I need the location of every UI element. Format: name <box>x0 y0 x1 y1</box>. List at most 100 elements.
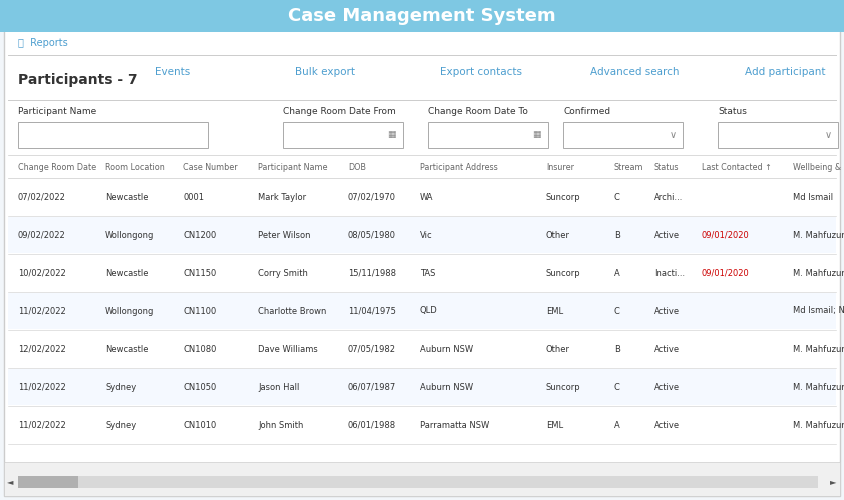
Text: Insurer: Insurer <box>546 162 574 172</box>
FancyBboxPatch shape <box>4 4 840 496</box>
Text: Corry Smith: Corry Smith <box>258 268 308 278</box>
Text: CN1010: CN1010 <box>183 420 216 430</box>
Text: A: A <box>614 268 619 278</box>
Text: CN1100: CN1100 <box>183 306 216 316</box>
Text: Advanced search: Advanced search <box>590 67 679 77</box>
Text: 09/02/2022: 09/02/2022 <box>18 230 66 239</box>
Text: Last Contacted ↑: Last Contacted ↑ <box>702 162 772 172</box>
Text: Inacti...: Inacti... <box>654 268 685 278</box>
FancyBboxPatch shape <box>8 369 836 405</box>
Text: Auburn NSW: Auburn NSW <box>420 382 473 392</box>
Text: ∨: ∨ <box>825 130 831 140</box>
Text: Suncorp: Suncorp <box>546 268 581 278</box>
Text: ►: ► <box>830 478 836 486</box>
FancyBboxPatch shape <box>8 217 836 253</box>
Text: Newcastle: Newcastle <box>105 192 149 202</box>
Text: 10/02/2022: 10/02/2022 <box>18 268 66 278</box>
FancyBboxPatch shape <box>428 122 548 148</box>
Text: C: C <box>614 306 619 316</box>
Text: Active: Active <box>654 306 680 316</box>
Text: CN1150: CN1150 <box>183 268 216 278</box>
FancyBboxPatch shape <box>8 407 836 443</box>
Text: Case Number: Case Number <box>183 162 238 172</box>
Text: M. Mahfuzur R: M. Mahfuzur R <box>793 420 844 430</box>
Text: 11/04/1975: 11/04/1975 <box>348 306 396 316</box>
Text: Mark Taylor: Mark Taylor <box>258 192 306 202</box>
Text: Participant Name: Participant Name <box>18 108 96 116</box>
Text: Export contacts: Export contacts <box>440 67 522 77</box>
Text: Add participant: Add participant <box>745 67 825 77</box>
Text: Change Room Date From: Change Room Date From <box>283 108 396 116</box>
Text: Suncorp: Suncorp <box>546 382 581 392</box>
Text: B: B <box>614 230 619 239</box>
FancyBboxPatch shape <box>18 476 818 488</box>
Text: Parramatta NSW: Parramatta NSW <box>420 420 490 430</box>
Text: EML: EML <box>546 306 563 316</box>
Text: Room Location: Room Location <box>105 162 165 172</box>
Text: 06/07/1987: 06/07/1987 <box>348 382 396 392</box>
Text: Status: Status <box>654 162 679 172</box>
Text: Sydney: Sydney <box>105 420 136 430</box>
Text: Newcastle: Newcastle <box>105 344 149 354</box>
Text: M. Mahfuzur R: M. Mahfuzur R <box>793 382 844 392</box>
Text: Wollongong: Wollongong <box>105 230 154 239</box>
Text: Participant Name: Participant Name <box>258 162 327 172</box>
Text: 07/02/1970: 07/02/1970 <box>348 192 396 202</box>
FancyBboxPatch shape <box>283 122 403 148</box>
Text: Active: Active <box>654 420 680 430</box>
Text: WA: WA <box>420 192 434 202</box>
FancyBboxPatch shape <box>4 462 840 496</box>
Text: Participants - 7: Participants - 7 <box>18 73 138 87</box>
Text: 11/02/2022: 11/02/2022 <box>18 306 66 316</box>
Text: Active: Active <box>654 230 680 239</box>
Text: M. Mahfuzur R: M. Mahfuzur R <box>793 230 844 239</box>
Text: Ⓡ  Reports: Ⓡ Reports <box>18 38 68 48</box>
Text: A: A <box>614 420 619 430</box>
Text: 09/01/2020: 09/01/2020 <box>702 230 749 239</box>
Text: ∨: ∨ <box>669 130 677 140</box>
Text: Stream: Stream <box>614 162 643 172</box>
Text: Status: Status <box>718 108 747 116</box>
Text: John Smith: John Smith <box>258 420 303 430</box>
Text: Charlotte Brown: Charlotte Brown <box>258 306 327 316</box>
Text: Events: Events <box>155 67 190 77</box>
Text: Wellbeing & C: Wellbeing & C <box>793 162 844 172</box>
Text: Peter Wilson: Peter Wilson <box>258 230 311 239</box>
Text: Vic: Vic <box>420 230 433 239</box>
Text: C: C <box>614 382 619 392</box>
Text: Md Ismail: Md Ismail <box>793 192 833 202</box>
FancyBboxPatch shape <box>8 179 836 215</box>
Text: 11/02/2022: 11/02/2022 <box>18 420 66 430</box>
Text: Auburn NSW: Auburn NSW <box>420 344 473 354</box>
FancyBboxPatch shape <box>18 122 208 148</box>
Text: Other: Other <box>546 230 570 239</box>
FancyBboxPatch shape <box>0 0 844 32</box>
FancyBboxPatch shape <box>8 331 836 367</box>
Text: Other: Other <box>546 344 570 354</box>
Text: CN1200: CN1200 <box>183 230 216 239</box>
Text: Change Room Date To: Change Room Date To <box>428 108 528 116</box>
Text: TAS: TAS <box>420 268 436 278</box>
Text: Wollongong: Wollongong <box>105 306 154 316</box>
Text: ▦: ▦ <box>532 130 540 140</box>
Text: ◄: ◄ <box>7 478 14 486</box>
Text: Sydney: Sydney <box>105 382 136 392</box>
FancyBboxPatch shape <box>563 122 683 148</box>
Text: Bulk export: Bulk export <box>295 67 355 77</box>
Text: Change Room Date: Change Room Date <box>18 162 96 172</box>
Text: B: B <box>614 344 619 354</box>
Text: Archi...: Archi... <box>654 192 684 202</box>
Text: CN1050: CN1050 <box>183 382 216 392</box>
Text: EML: EML <box>546 420 563 430</box>
FancyBboxPatch shape <box>18 476 78 488</box>
Text: QLD: QLD <box>420 306 438 316</box>
Text: Md Ismail; No: Md Ismail; No <box>793 306 844 316</box>
Text: 11/02/2022: 11/02/2022 <box>18 382 66 392</box>
Text: Jason Hall: Jason Hall <box>258 382 300 392</box>
FancyBboxPatch shape <box>8 293 836 329</box>
Text: 15/11/1988: 15/11/1988 <box>348 268 396 278</box>
Text: Suncorp: Suncorp <box>546 192 581 202</box>
Text: Newcastle: Newcastle <box>105 268 149 278</box>
Text: Case Management System: Case Management System <box>288 7 556 25</box>
Text: M. Mahfuzur R: M. Mahfuzur R <box>793 268 844 278</box>
